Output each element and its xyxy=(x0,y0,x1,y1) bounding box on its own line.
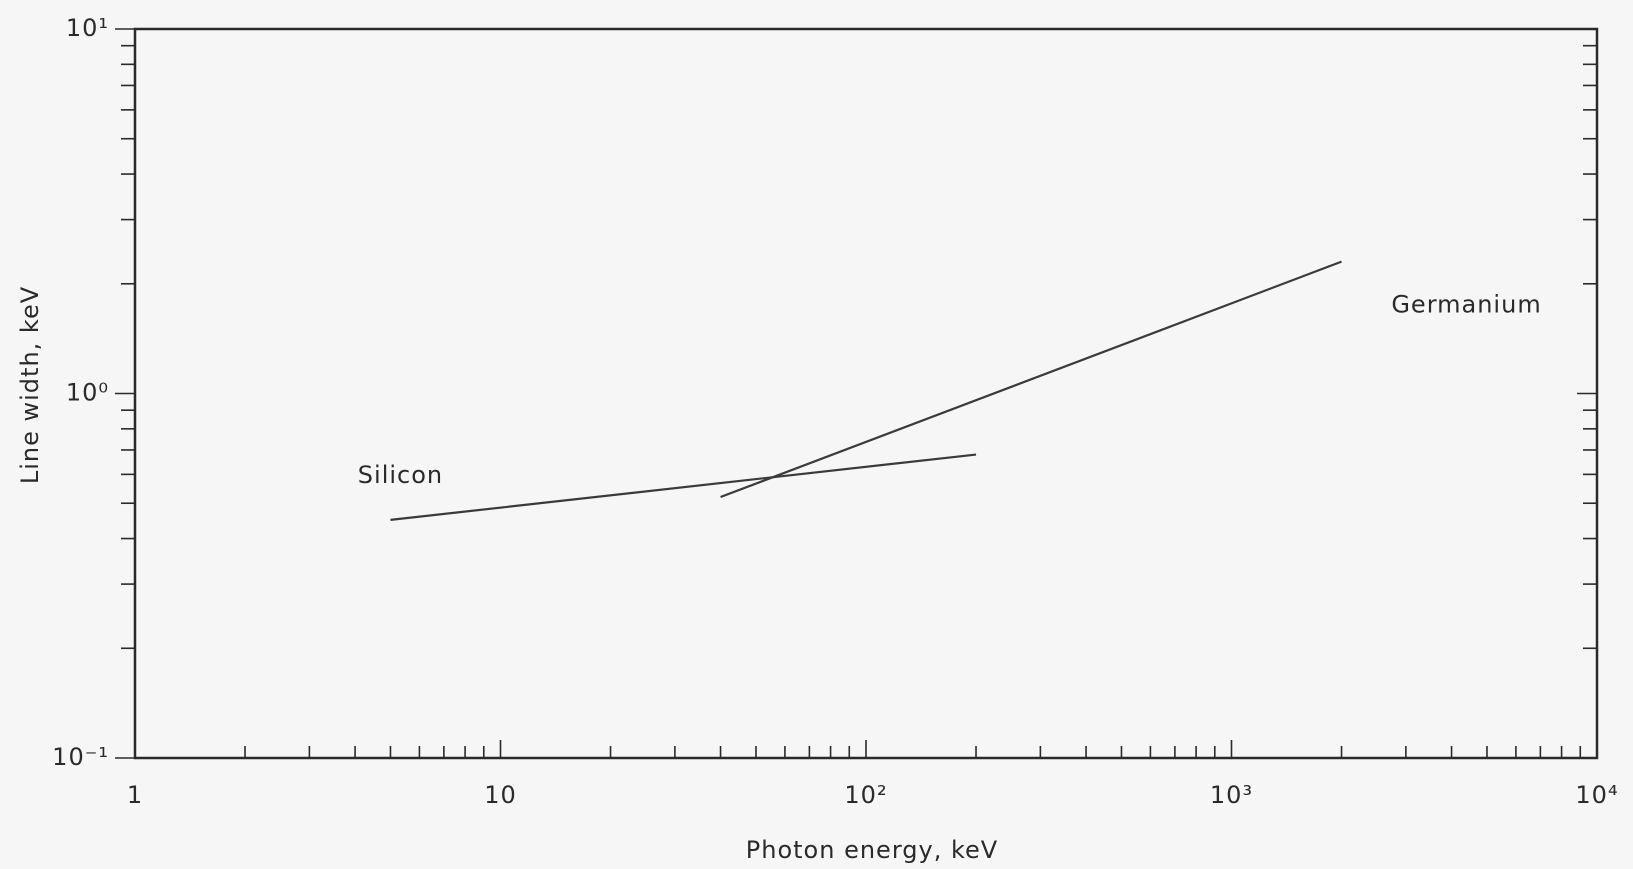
series-line xyxy=(720,260,1342,499)
x-tick-label: 10³ xyxy=(1210,781,1253,809)
y-tick-label: 10⁰ xyxy=(66,379,109,407)
x-tick-label: 10⁴ xyxy=(1575,781,1618,809)
x-axis-label: Photon energy, keV xyxy=(746,836,998,864)
x-tick-label: 10² xyxy=(844,781,887,809)
y-axis-label: Line width, keV xyxy=(16,286,44,484)
x-tick-label: 10 xyxy=(484,781,517,809)
x-tick-label: 1 xyxy=(127,781,143,809)
y-tick-label: 10⁻¹ xyxy=(52,743,109,771)
series-label: Germanium xyxy=(1391,291,1541,319)
series-label: Silicon xyxy=(358,461,443,489)
y-tick-label: 10¹ xyxy=(66,14,109,42)
plot-frame xyxy=(133,27,1599,760)
series-line xyxy=(390,453,977,521)
